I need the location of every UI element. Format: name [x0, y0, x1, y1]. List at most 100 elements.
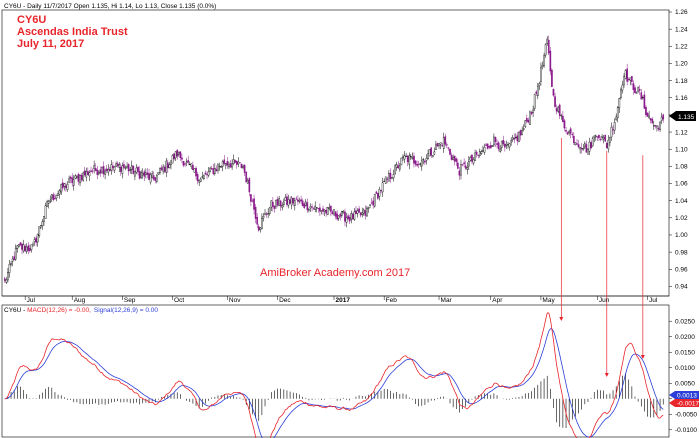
candle-body [240, 164, 243, 169]
candle-body [300, 199, 302, 202]
candle-body [362, 209, 365, 214]
candle-body [446, 144, 448, 146]
candle-body [535, 91, 538, 94]
candle-body [411, 157, 414, 159]
candle-body [281, 205, 284, 208]
candle-body [90, 170, 92, 172]
candle-body [461, 164, 464, 166]
candle-body [54, 198, 56, 200]
candle-body [162, 166, 164, 172]
candle-body [427, 153, 429, 159]
candle-body [612, 129, 614, 131]
info-line: CY6U - Daily 11/7/2017 Open 1.135, Hi 1.… [4, 3, 216, 10]
candle-body [485, 144, 487, 146]
candle-body [431, 155, 434, 158]
candle-body [555, 108, 558, 112]
candle-body [243, 165, 246, 173]
candle-body [607, 139, 610, 150]
candle-body [206, 174, 208, 176]
candle-body [270, 200, 273, 208]
candle-body [279, 200, 282, 207]
candle-body [195, 168, 197, 177]
macd-panel [1, 304, 670, 438]
candle-body [505, 144, 508, 146]
candle-body [214, 168, 216, 174]
candle-body [358, 208, 360, 213]
candle-body [388, 173, 390, 182]
candle-body [422, 159, 425, 161]
candle-body [130, 165, 133, 170]
candle-body [127, 164, 130, 172]
candle-body [18, 244, 20, 248]
candle-body [436, 143, 439, 147]
candle-body [121, 165, 124, 174]
signal-value-label: Signal(12,26,9) = 0.00 [94, 307, 159, 314]
candle-body [268, 207, 271, 214]
candle-body [489, 145, 492, 149]
candle-body [156, 174, 158, 182]
candle-body [98, 171, 100, 175]
candle-body [312, 208, 315, 210]
candle-body [248, 178, 251, 193]
candle-body [295, 198, 298, 200]
candle-body [533, 94, 536, 109]
candle-body [651, 118, 654, 124]
candle-body [66, 183, 69, 190]
candle-body [257, 226, 260, 231]
macd-tick-label: 0.0250 [675, 318, 695, 325]
candle-body [342, 211, 345, 213]
candle-body [475, 151, 478, 155]
time-tick-label: Oct [174, 297, 184, 304]
candle-body [573, 135, 575, 144]
candle-body [428, 149, 431, 157]
candle-body [69, 176, 72, 179]
candle-body [159, 168, 161, 173]
candle-body [262, 215, 265, 219]
candle-body [174, 151, 177, 159]
candle-body [188, 163, 191, 165]
price-tick-label: 1.10 [675, 146, 688, 153]
candle-body [598, 134, 600, 139]
candle-body [369, 204, 371, 206]
annotation-arrow [559, 317, 564, 321]
candle-body [544, 44, 547, 56]
candle-body [370, 202, 373, 204]
candle-body [140, 172, 143, 178]
macd-tick-label: -0.0100 [675, 427, 697, 434]
macd-value-tags: 0.0013 -0.0017 [669, 391, 699, 408]
candle-body [105, 168, 108, 171]
price-tick-label: 1.22 [675, 44, 688, 51]
candle-body [168, 164, 171, 169]
candle-body [605, 142, 608, 149]
signal-line [4, 328, 664, 438]
candle-body [521, 130, 523, 136]
candle-body [190, 163, 193, 167]
candle-body [165, 160, 168, 173]
candle-body [261, 218, 263, 229]
candle-body [297, 199, 299, 202]
annotation-arrow [604, 373, 609, 377]
candle-body [218, 165, 221, 167]
candle-body [24, 246, 26, 252]
candle-body [408, 155, 411, 165]
candle-body [345, 217, 348, 223]
candle-body [108, 169, 111, 172]
candle-body [8, 263, 11, 273]
candle-body [591, 138, 594, 147]
candle-body [93, 165, 95, 169]
price-tick-label: 1.24 [675, 26, 688, 33]
candle-body [632, 83, 635, 91]
candle-body [134, 171, 136, 177]
candle-body [568, 130, 570, 134]
candle-body [384, 176, 387, 184]
candle-body [582, 148, 585, 151]
candle-body [3, 278, 6, 281]
candle-body [546, 38, 549, 44]
candle-body [50, 194, 53, 199]
candle-body [30, 244, 33, 250]
candle-body [112, 165, 114, 169]
candle-body [518, 132, 520, 142]
candle-body [499, 148, 502, 152]
candle-body [540, 67, 542, 82]
candle-body [532, 109, 534, 113]
